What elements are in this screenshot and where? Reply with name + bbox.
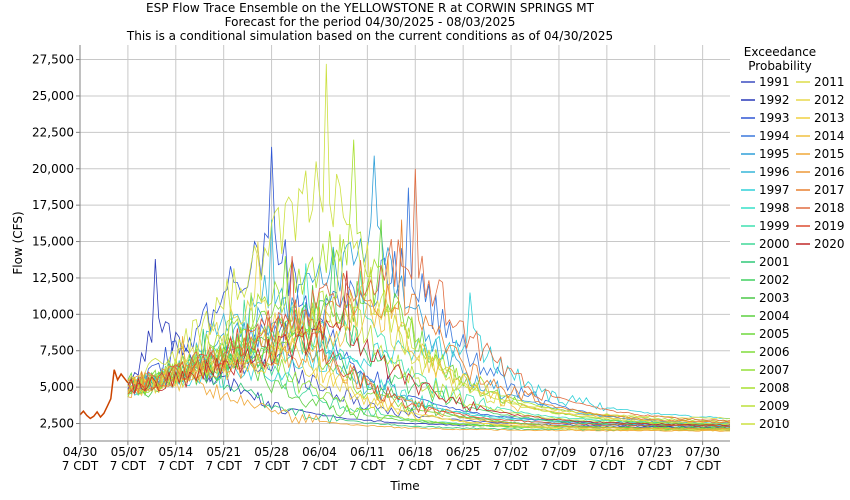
y-tick-label: 22,500 — [32, 125, 74, 139]
series-lines — [127, 63, 731, 432]
legend-label-2017: 2017 — [814, 183, 845, 197]
x-tick-label-time: 7 CDT — [445, 459, 482, 473]
x-tick-label-date: 06/25 — [446, 445, 481, 459]
legend-label-2009: 2009 — [759, 399, 790, 413]
y-tick-label: 7,500 — [40, 344, 74, 358]
x-tick-label-time: 7 CDT — [349, 459, 386, 473]
x-tick-label-date: 06/04 — [302, 445, 337, 459]
legend: 1991 1992 1993 1994 1995 1996 1997 1998 1999 2000… — [741, 75, 845, 431]
legend-label-1997: 1997 — [759, 183, 790, 197]
x-tick-label-date: 06/11 — [350, 445, 385, 459]
legend-label-2001: 2001 — [759, 255, 790, 269]
chart-title: ESP Flow Trace Ensemble on the YELLOWSTO… — [146, 1, 594, 15]
observed-line — [79, 369, 129, 420]
chart-subtitle-conditions: This is a conditional simulation based o… — [126, 29, 614, 43]
legend-label-2005: 2005 — [759, 327, 790, 341]
series-line-2015 — [127, 336, 731, 432]
series-line-2019 — [127, 256, 731, 428]
legend-label-1993: 1993 — [759, 111, 790, 125]
legend-label-2004: 2004 — [759, 309, 790, 323]
legend-label-2016: 2016 — [814, 165, 845, 179]
x-tick-label-date: 07/02 — [494, 445, 529, 459]
x-tick-label-time: 7 CDT — [301, 459, 338, 473]
x-tick-label-time: 7 CDT — [205, 459, 242, 473]
y-tick-label: 5,000 — [40, 380, 74, 394]
observed-layer — [79, 369, 129, 420]
legend-label-2002: 2002 — [759, 273, 790, 287]
y-tick-label: 12,500 — [32, 271, 74, 285]
series-line-2016 — [127, 307, 731, 430]
x-tick-label-date: 07/09 — [542, 445, 577, 459]
legend-label-1998: 1998 — [759, 201, 790, 215]
legend-label-2013: 2013 — [814, 111, 845, 125]
x-tick-label-date: 05/21 — [206, 445, 241, 459]
y-tick-label: 17,500 — [32, 198, 74, 212]
legend-label-2006: 2006 — [759, 345, 790, 359]
series-line-2013 — [127, 307, 731, 432]
legend-label-1994: 1994 — [759, 129, 790, 143]
series-line-2017 — [127, 219, 731, 424]
x-tick-label-time: 7 CDT — [158, 459, 195, 473]
series-line-2011 — [127, 241, 731, 420]
legend-label-1992: 1992 — [759, 93, 790, 107]
legend-label-2018: 2018 — [814, 201, 845, 215]
legend-label-2010: 2010 — [759, 417, 790, 431]
x-tick-label-date: 07/30 — [685, 445, 720, 459]
legend-label-2015: 2015 — [814, 147, 845, 161]
legend-label-2011: 2011 — [814, 75, 845, 89]
legend-label-2008: 2008 — [759, 381, 790, 395]
x-tick-label-time: 7 CDT — [541, 459, 578, 473]
x-tick-label-time: 7 CDT — [589, 459, 626, 473]
x-tick-label-time: 7 CDT — [110, 459, 147, 473]
legend-label-1996: 1996 — [759, 165, 790, 179]
series-line-2020 — [127, 270, 731, 427]
legend-title-line1: Exceedance — [743, 45, 817, 59]
legend-label-2014: 2014 — [814, 129, 845, 143]
x-tick-label-time: 7 CDT — [62, 459, 99, 473]
x-tick-label-date: 04/30 — [63, 445, 98, 459]
x-tick-label-date: 05/28 — [254, 445, 289, 459]
x-tick-label-time: 7 CDT — [684, 459, 721, 473]
series-line-2014 — [127, 256, 731, 424]
chart-subtitle-period: Forecast for the period 04/30/2025 - 08/… — [224, 15, 516, 29]
y-tick-label: 25,000 — [32, 89, 74, 103]
y-tick-label: 2,500 — [40, 417, 74, 431]
x-tick-label-date: 05/14 — [158, 445, 193, 459]
y-tick-label: 27,500 — [32, 53, 74, 67]
x-tick-label-date: 05/07 — [111, 445, 146, 459]
legend-title-line2: Probability — [748, 59, 812, 73]
legend-label-2020: 2020 — [814, 237, 845, 251]
x-tick-label-date: 07/23 — [637, 445, 672, 459]
y-tick-label: 15,000 — [32, 235, 74, 249]
x-tick-label-time: 7 CDT — [253, 459, 290, 473]
legend-label-1999: 1999 — [759, 219, 790, 233]
series-line-2010 — [127, 63, 731, 425]
y-tick-label: 10,000 — [32, 307, 74, 321]
x-tick-label-time: 7 CDT — [493, 459, 530, 473]
legend-label-2007: 2007 — [759, 363, 790, 377]
legend-label-1995: 1995 — [759, 147, 790, 161]
legend-label-2012: 2012 — [814, 93, 845, 107]
legend-label-2003: 2003 — [759, 291, 790, 305]
series-line-2006 — [127, 256, 731, 430]
y-axis-label: Flow (CFS) — [11, 211, 25, 274]
legend-label-1991: 1991 — [759, 75, 790, 89]
y-tick-label: 20,000 — [32, 162, 74, 176]
x-tick-label-time: 7 CDT — [397, 459, 434, 473]
legend-label-2000: 2000 — [759, 237, 790, 251]
x-axis-label: Time — [389, 479, 419, 493]
x-tick-label-time: 7 CDT — [637, 459, 674, 473]
x-tick-label-date: 07/16 — [590, 445, 625, 459]
x-tick-label-date: 06/18 — [398, 445, 433, 459]
legend-label-2019: 2019 — [814, 219, 845, 233]
